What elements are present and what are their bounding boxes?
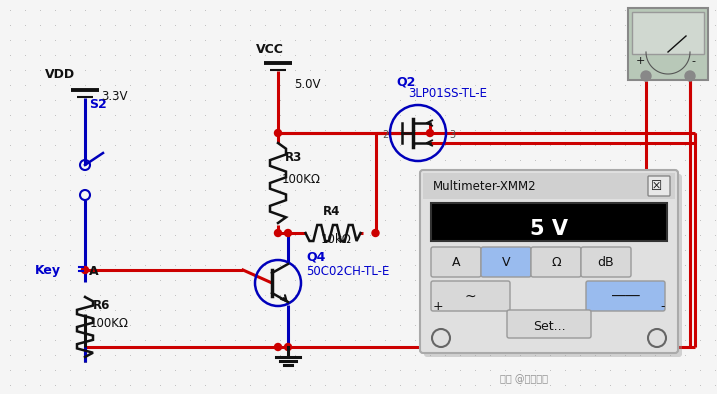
Text: 10kΩ: 10kΩ (321, 233, 352, 246)
FancyBboxPatch shape (531, 247, 581, 277)
Text: Multimeter-XMM2: Multimeter-XMM2 (433, 180, 536, 193)
Text: Q4: Q4 (306, 251, 326, 264)
Circle shape (427, 130, 434, 136)
Text: V: V (502, 256, 511, 269)
Text: R3: R3 (285, 151, 303, 164)
Text: 3.3V: 3.3V (101, 90, 128, 103)
Text: dB: dB (598, 256, 614, 269)
Text: Ω: Ω (551, 256, 561, 269)
FancyBboxPatch shape (420, 170, 678, 353)
Text: +: + (636, 56, 645, 66)
Circle shape (685, 71, 695, 81)
Circle shape (275, 130, 282, 136)
Text: A: A (452, 256, 460, 269)
Text: -: - (691, 56, 695, 66)
Text: S2: S2 (89, 98, 107, 111)
Text: Set...: Set... (533, 320, 565, 333)
FancyBboxPatch shape (648, 176, 670, 196)
Circle shape (285, 344, 292, 351)
Text: Key: Key (35, 264, 61, 277)
Circle shape (275, 229, 282, 236)
Text: 头条 @芯间资讯: 头条 @芯间资讯 (500, 374, 548, 384)
Text: -: - (660, 300, 665, 313)
Text: ☒: ☒ (651, 180, 663, 193)
Bar (431, 203, 667, 241)
Text: 5 V: 5 V (530, 219, 568, 239)
Circle shape (275, 344, 282, 351)
FancyBboxPatch shape (431, 281, 510, 311)
Circle shape (642, 344, 650, 351)
Text: XMM2: XMM2 (650, 0, 698, 1)
Text: +: + (433, 300, 444, 313)
Bar (423, 173, 675, 199)
Text: R4: R4 (323, 205, 341, 218)
FancyBboxPatch shape (581, 247, 631, 277)
Text: 100KΩ: 100KΩ (90, 317, 129, 330)
Text: 50C02CH-TL-E: 50C02CH-TL-E (306, 265, 389, 278)
Text: Q2: Q2 (396, 75, 415, 88)
Text: A: A (89, 265, 99, 278)
Text: 100KΩ: 100KΩ (282, 173, 321, 186)
Circle shape (372, 229, 379, 236)
Text: ~: ~ (465, 290, 476, 304)
FancyBboxPatch shape (431, 247, 481, 277)
Text: VCC: VCC (256, 43, 284, 56)
Text: 2: 2 (382, 130, 388, 140)
Circle shape (641, 71, 651, 81)
Text: 3LP01SS-TL-E: 3LP01SS-TL-E (408, 87, 487, 100)
Circle shape (285, 229, 292, 236)
Text: R6: R6 (93, 299, 110, 312)
FancyBboxPatch shape (586, 281, 665, 311)
Text: ――: ―― (612, 290, 640, 304)
FancyBboxPatch shape (424, 174, 682, 357)
Text: VDD: VDD (45, 68, 75, 81)
FancyBboxPatch shape (632, 12, 704, 54)
FancyBboxPatch shape (628, 8, 708, 80)
FancyBboxPatch shape (481, 247, 531, 277)
Text: 5.0V: 5.0V (294, 78, 320, 91)
Text: 3: 3 (449, 130, 455, 140)
FancyBboxPatch shape (507, 310, 591, 338)
Circle shape (82, 266, 88, 273)
